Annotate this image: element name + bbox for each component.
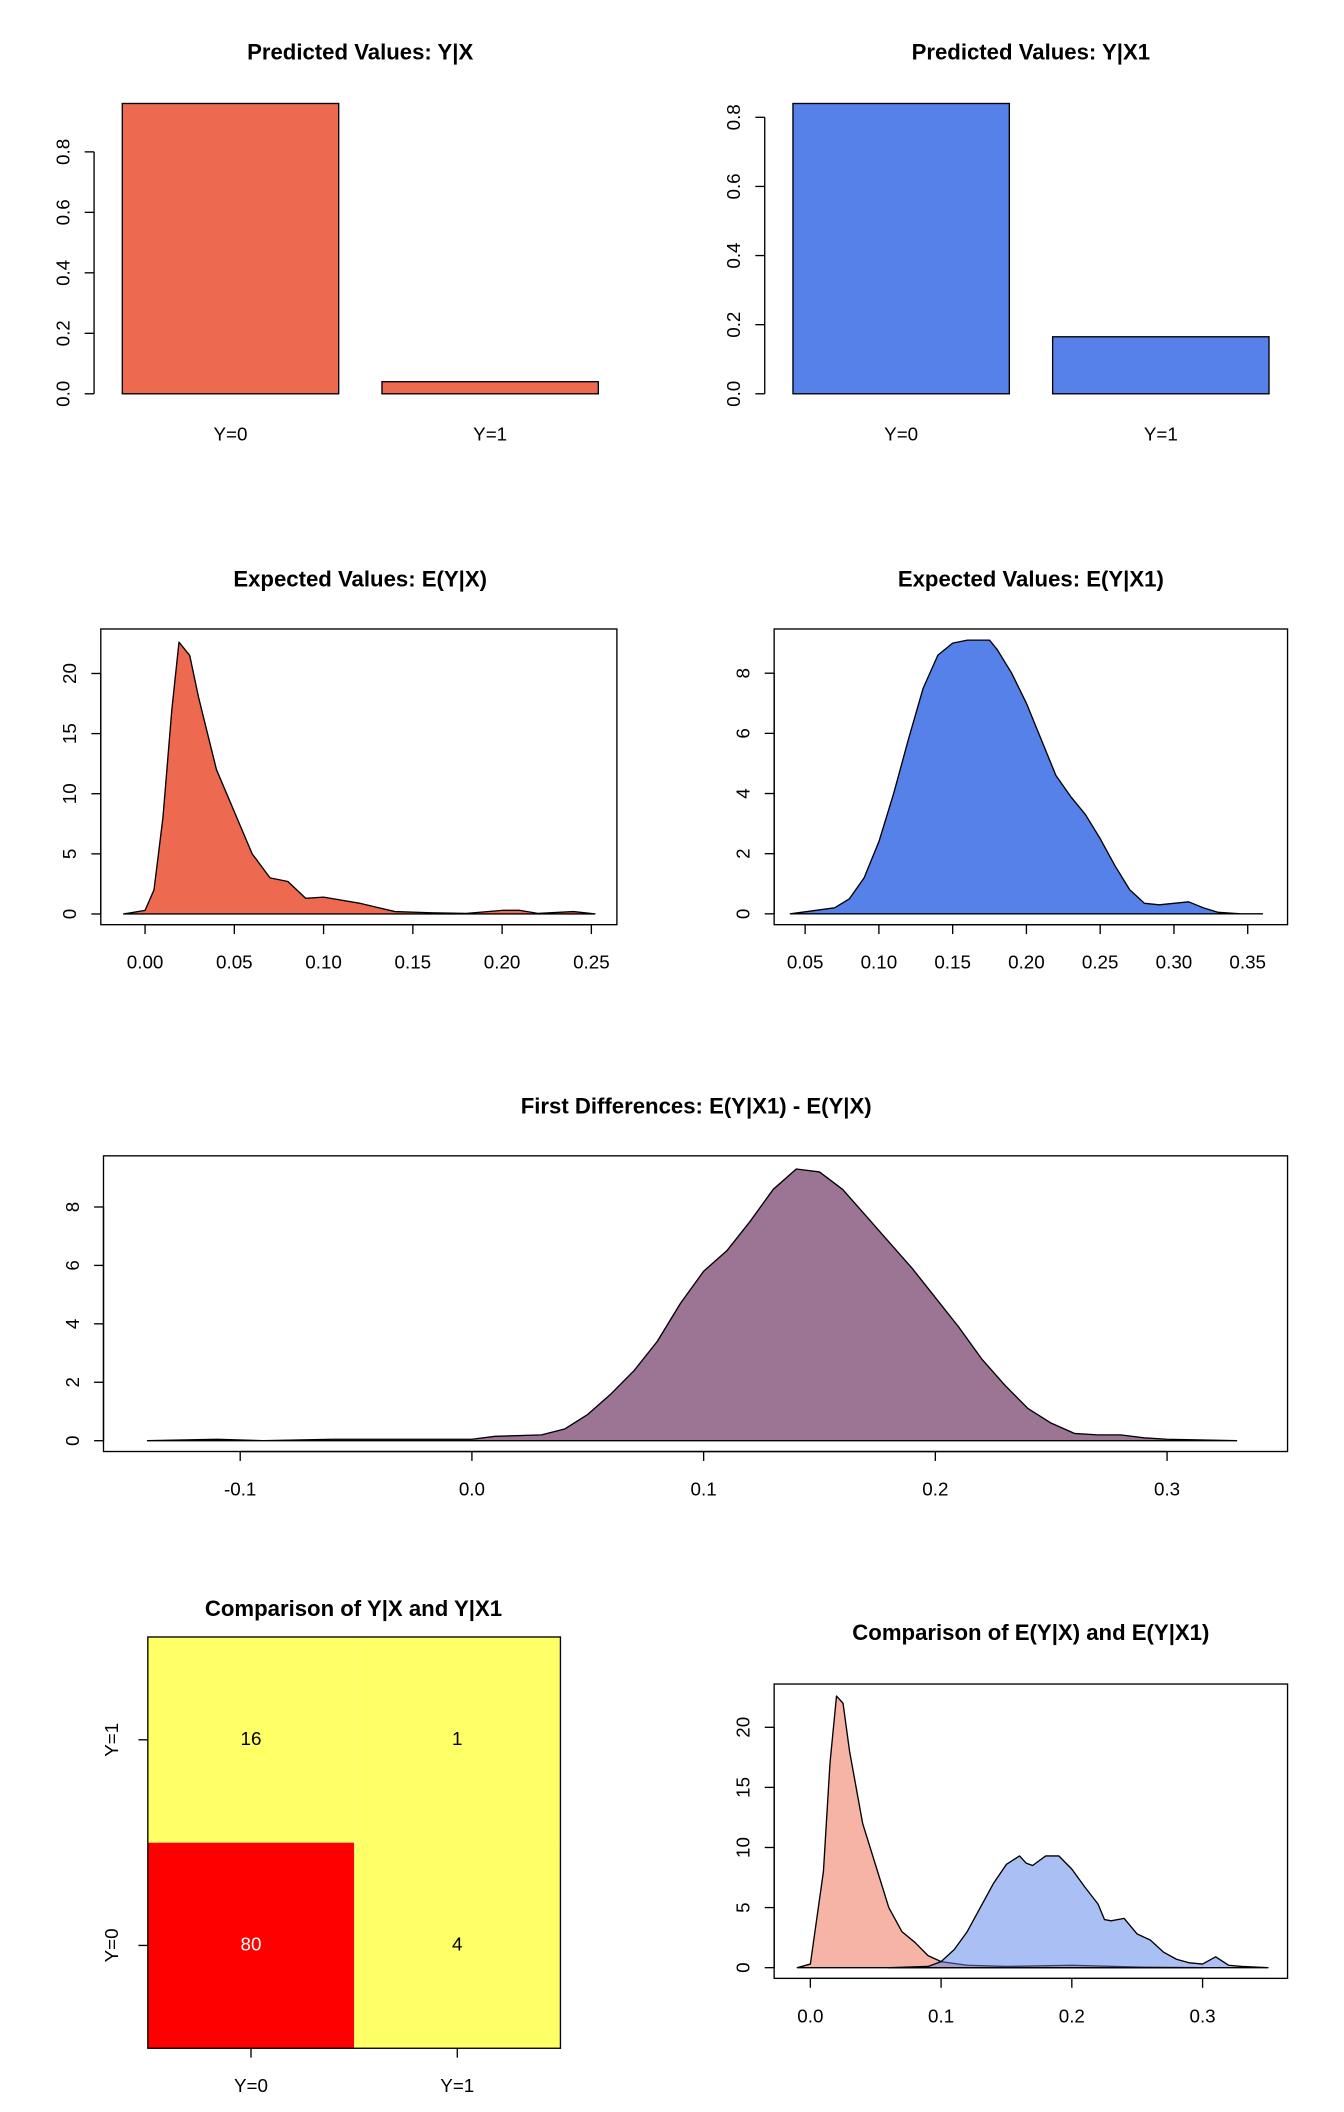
y-tick-label: Y=1 [101,1723,122,1757]
x-tick-label: 0.2 [1059,2005,1085,2026]
heatmap-cell [354,1636,561,1843]
bar [792,102,1011,395]
y-tick-label: 8 [62,1202,83,1212]
bar [381,381,600,395]
x-tick-label: 0.3 [1154,1478,1180,1499]
density-area [122,641,596,915]
x-tick-label: -0.1 [224,1478,256,1499]
chart-title: Predicted Values: Y|X [247,40,473,65]
y-tick-label: 0 [62,1435,83,1445]
x-tick-label: 0.15 [934,952,971,973]
y-tick-label: 0 [59,909,80,919]
x-tick-label: 0.25 [573,952,610,973]
x-tick-label: 0.20 [1008,952,1045,973]
y-tick-label: 0 [733,1962,754,1972]
y-tick-label: 20 [733,1717,754,1738]
x-tick-label: 0.05 [216,952,253,973]
y-tick-label: 0.0 [52,381,73,407]
plot-box [147,1636,562,2049]
chart-title: Predicted Values: Y|X1 [912,40,1151,65]
y-tick-label: 8 [733,668,754,678]
y-tick-label: 6 [733,728,754,738]
y-tick-label: 6 [62,1260,83,1270]
chart-title: Expected Values: E(Y|X1) [898,566,1164,591]
heatmap-cell [147,1636,355,1843]
x-tick-label: 0.35 [1229,952,1266,973]
x-tick-label: Y=0 [214,423,248,444]
cell-label: 80 [241,1933,262,1954]
heatmap-cell [147,1842,355,2049]
heatmap-cell [354,1842,561,2049]
x-tick-label: 0.2 [922,1478,948,1499]
x-tick-label: 0.25 [1082,952,1119,973]
x-tick-label: 0.30 [1156,952,1193,973]
density-area [888,1855,1269,1969]
x-tick-label: 0.3 [1190,2005,1216,2026]
x-tick-label: Y=0 [884,423,918,444]
y-tick-label: 0.2 [723,312,744,338]
bar [121,102,340,395]
x-tick-label: 0.1 [928,2005,954,2026]
chart-title: First Differences: E(Y|X1) - E(Y|X) [521,1093,872,1118]
y-tick-label: 0.4 [52,260,73,286]
x-tick-label: 0.05 [787,952,824,973]
bar [1051,336,1270,395]
chart-title: Comparison of E(Y|X) and E(Y|X1) [852,1620,1209,1645]
x-tick-label: 0.00 [127,952,164,973]
x-tick-label: 0.0 [459,1478,485,1499]
y-tick-label: 5 [733,1902,754,1912]
x-tick-label: Y=1 [440,2075,474,2096]
density-area [789,639,1264,915]
y-tick-label: 0.0 [723,381,744,407]
y-tick-label: 2 [733,848,754,858]
x-tick-label: 0.15 [395,952,432,973]
y-tick-label: 0 [733,909,754,919]
y-tick-label: 20 [59,663,80,684]
y-tick-label: 0.6 [723,173,744,199]
y-tick-label: 0.8 [723,104,744,130]
y-tick-label: 0.4 [723,242,744,268]
y-tick-label: 0.6 [52,199,73,225]
x-tick-label: Y=1 [1144,423,1178,444]
cell-label: 4 [452,1933,462,1954]
chart-title: Expected Values: E(Y|X) [233,566,487,591]
y-tick-label: 4 [62,1319,83,1329]
x-tick-label: 0.10 [861,952,898,973]
x-tick-label: 0.0 [797,2005,823,2026]
y-tick-label: 15 [733,1777,754,1798]
y-tick-label: 2 [62,1377,83,1387]
x-tick-label: 0.10 [305,952,342,973]
chart-title: Comparison of Y|X and Y|X1 [205,1596,502,1621]
y-tick-label: 10 [733,1837,754,1858]
x-tick-label: Y=1 [473,423,507,444]
x-tick-label: 0.1 [691,1478,717,1499]
x-tick-label: Y=0 [234,2075,268,2096]
cell-label: 16 [241,1728,262,1749]
y-tick-label: 4 [733,788,754,798]
y-tick-label: 5 [59,849,80,859]
y-tick-label: 0.2 [52,320,73,346]
x-tick-label: 0.20 [484,952,521,973]
density-area [146,1168,1238,1442]
y-tick-label: 0.8 [52,139,73,165]
y-tick-label: 15 [59,723,80,744]
y-tick-label: 10 [59,783,80,804]
y-tick-label: Y=0 [101,1928,122,1962]
cell-label: 1 [452,1728,462,1749]
